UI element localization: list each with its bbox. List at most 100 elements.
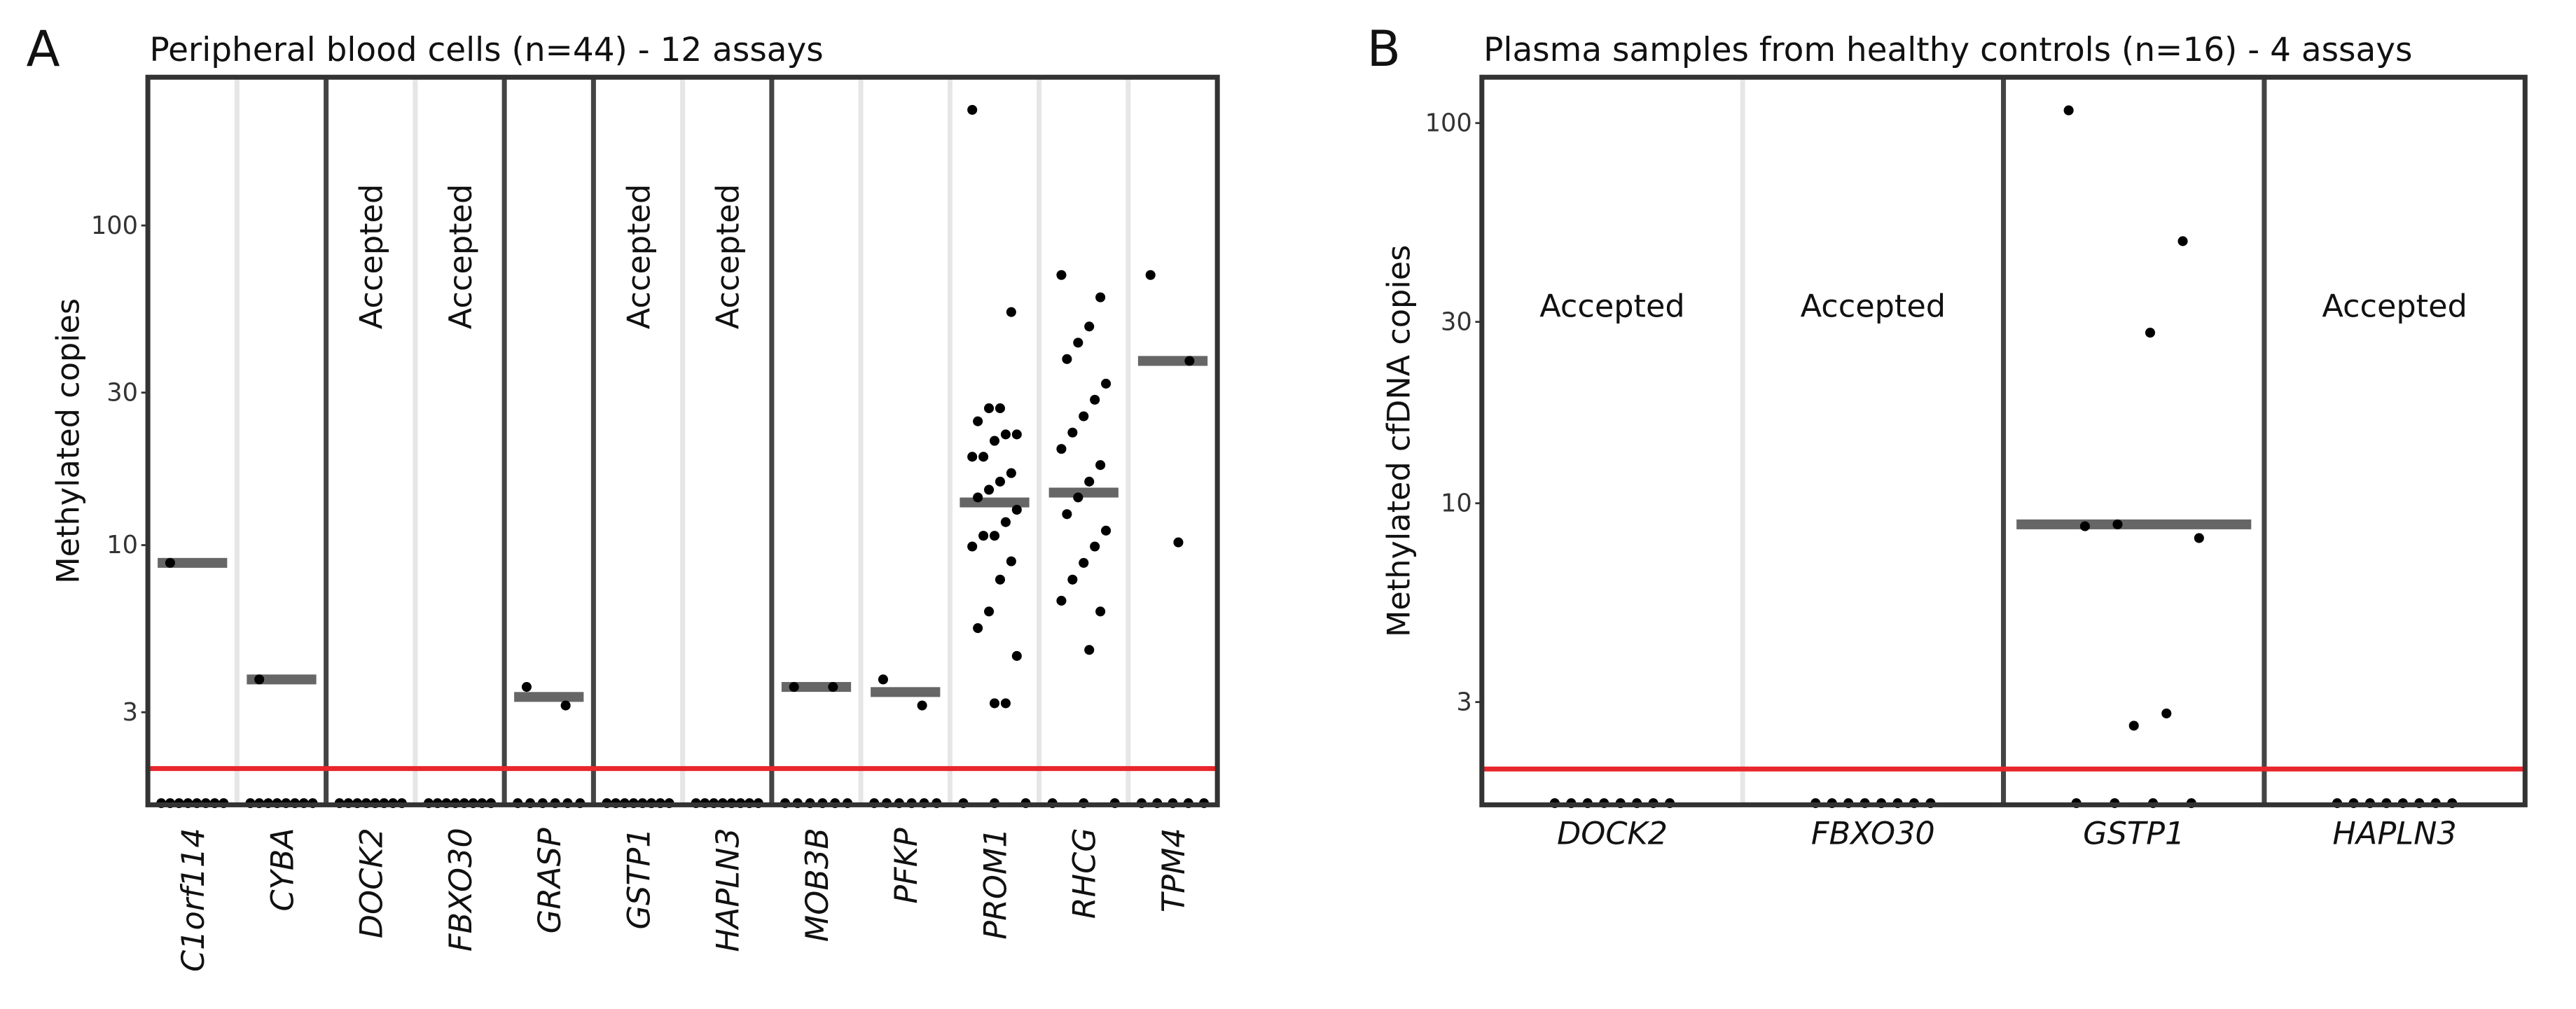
data-point <box>973 492 983 503</box>
data-point <box>1006 468 1016 478</box>
x-tick-label: GSTP1 <box>2083 816 2184 852</box>
y-tick-label: 10 <box>106 531 138 559</box>
x-tick-label: C1orf114 <box>175 828 212 972</box>
data-point <box>978 531 989 541</box>
data-point <box>1056 595 1067 606</box>
y-tick-label: 30 <box>106 378 138 407</box>
data-point <box>2194 533 2204 543</box>
data-point <box>989 531 1000 541</box>
data-point <box>878 674 888 685</box>
data-point <box>521 682 532 693</box>
data-point <box>967 452 978 462</box>
annotation: Accepted <box>1539 288 1685 325</box>
data-point <box>1011 505 1022 515</box>
data-point <box>1011 650 1022 661</box>
y-tick-label: 100 <box>1425 109 1472 137</box>
median-bar <box>158 557 228 568</box>
median-bar <box>871 687 941 697</box>
data-point <box>1079 557 1089 568</box>
annotation: Accepted <box>354 184 390 330</box>
data-point <box>828 682 838 693</box>
data-point <box>1095 292 1106 302</box>
data-point <box>995 574 1005 585</box>
y-tick-label: 10 <box>1441 489 1472 517</box>
data-point <box>1056 444 1067 454</box>
x-tick-label: HAPLN3 <box>710 828 747 952</box>
x-tick-label: HAPLN3 <box>2332 816 2456 852</box>
x-tick-label: GSTP1 <box>621 828 657 929</box>
data-point <box>1062 509 1072 520</box>
data-point <box>2128 721 2139 731</box>
data-point <box>1000 517 1011 527</box>
data-point <box>560 700 571 711</box>
x-tick-label: PFKP <box>888 828 925 904</box>
data-point <box>1062 354 1072 364</box>
y-axis-label: Methylated cfDNA copies <box>1381 245 1418 637</box>
data-point <box>1101 378 1112 389</box>
panel-label: A <box>27 20 60 78</box>
data-point <box>1073 338 1083 348</box>
x-tick-label: FBXO30 <box>443 828 479 952</box>
x-tick-label: PROM1 <box>977 828 1013 940</box>
data-point <box>2161 708 2172 718</box>
data-point <box>1000 429 1011 440</box>
data-point <box>1067 427 1078 438</box>
y-tick-label: 3 <box>123 698 138 727</box>
median-bar <box>1137 356 1208 366</box>
median-bar <box>514 692 584 702</box>
data-point <box>2112 519 2123 529</box>
data-point <box>984 403 995 414</box>
data-point <box>2177 236 2188 246</box>
panel-title: Peripheral blood cells (n=44) - 12 assay… <box>149 31 823 69</box>
data-point <box>1173 537 1184 548</box>
y-tick-label: 30 <box>1441 307 1472 336</box>
data-point <box>1006 556 1016 566</box>
panel-label: B <box>1367 20 1401 78</box>
data-point <box>967 104 978 115</box>
median-bar <box>2016 519 2252 529</box>
data-point <box>973 416 983 426</box>
data-point <box>989 436 1000 446</box>
data-point <box>973 623 983 634</box>
panel-title: Plasma samples from healthy controls (n=… <box>1483 31 2412 69</box>
data-point <box>1073 492 1083 503</box>
data-point <box>995 476 1005 487</box>
median-bar <box>247 674 317 685</box>
data-point <box>984 485 995 495</box>
annotation: Accepted <box>621 184 657 330</box>
data-point <box>1056 270 1067 280</box>
plot-frame <box>1479 74 2528 807</box>
data-point <box>789 682 799 693</box>
x-tick-label: DOCK2 <box>354 828 390 938</box>
data-point <box>1090 394 1100 405</box>
data-point <box>2145 328 2156 338</box>
x-tick-label: FBXO30 <box>1811 816 1935 852</box>
data-point <box>1145 270 1156 280</box>
data-point <box>989 698 1000 709</box>
plot-frame <box>145 74 1220 807</box>
x-tick-label: GRASP <box>532 828 568 933</box>
data-point <box>165 557 175 568</box>
data-point <box>917 700 927 711</box>
data-point <box>2063 105 2074 116</box>
data-point <box>1000 698 1011 709</box>
data-point <box>995 403 1005 414</box>
x-tick-label: RHCG <box>1067 828 1103 919</box>
x-tick-label: TPM4 <box>1156 828 1192 912</box>
data-point <box>1084 321 1095 332</box>
data-point <box>1011 429 1022 440</box>
data-point <box>984 606 995 617</box>
data-point <box>1095 460 1106 471</box>
data-point <box>1006 307 1016 317</box>
data-point <box>1084 476 1095 487</box>
data-point <box>978 452 989 462</box>
data-point <box>1101 525 1112 536</box>
data-point <box>1067 574 1078 585</box>
data-point <box>967 541 978 552</box>
y-tick-label: 100 <box>91 211 138 240</box>
data-point <box>1090 541 1100 552</box>
data-point <box>1084 645 1095 655</box>
x-tick-label: CYBA <box>264 828 300 911</box>
annotation: Accepted <box>443 184 479 330</box>
